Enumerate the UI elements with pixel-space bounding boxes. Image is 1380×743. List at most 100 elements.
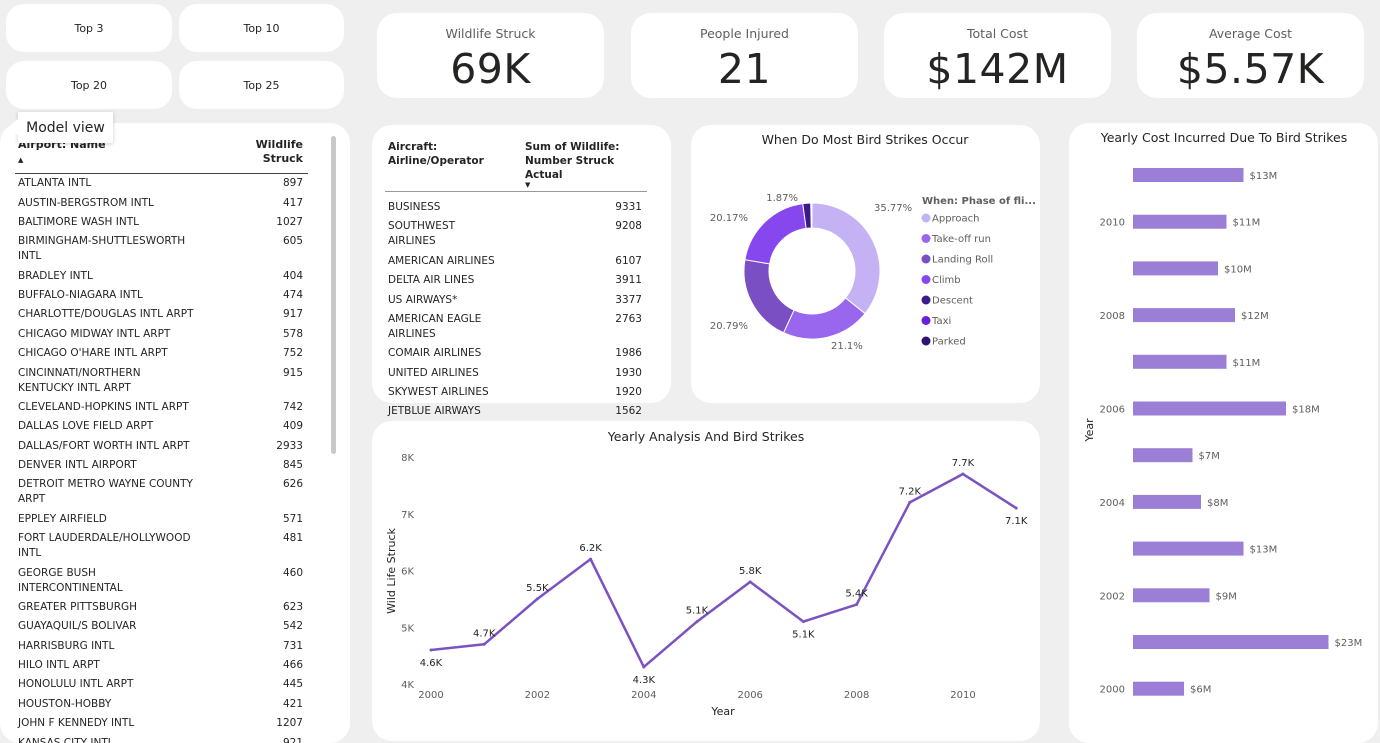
cell-name: AMERICAN AIRLINES [388,254,495,267]
table-row[interactable]: BALTIMORE WASH INTL 1027 [15,213,308,232]
scrollbar[interactable] [331,136,336,454]
table-row[interactable]: AUSTIN-BERGSTROM INTL 417 [15,193,308,212]
table-row[interactable]: KANSAS CITY INTL 921 [15,733,308,743]
table-row[interactable]: SOUTHWEST AIRLINES 9208 [385,217,647,251]
top-10-button[interactable]: Top 10 [179,4,344,52]
table-row[interactable]: BRADLEY INTL 404 [15,267,308,286]
cell-name: HILO INTL ARPT [18,659,100,672]
legend-marker [921,254,931,264]
legend-marker [921,275,931,284]
table-row[interactable]: DELTA AIR LINES 3911 [385,271,647,290]
bar-2007 [1133,354,1227,369]
bar-2006 [1133,401,1286,416]
table-row[interactable]: BIRMINGHAM-SHUTTLESWORTH INTL 605 [15,232,308,266]
table-row[interactable]: ATLANTA INTL 897 [15,174,308,194]
yearly-cost-bar-chart: Yearly Cost Incurred Due To Bird Strikes… [1083,130,1363,696]
cell-value: 1986 [615,347,642,360]
data-label: $11M [1233,218,1261,229]
table-row[interactable]: CHICAGO MIDWAY INTL ARPT 578 [15,325,308,344]
data-label: $23M [1335,638,1363,649]
legend-item: Take-off run [931,234,991,245]
table-row[interactable]: COMAIR AIRLINES 1986 [385,344,647,363]
kpi-average-cost: Average Cost $5.57K [1137,13,1364,98]
table-row[interactable]: HILO INTL ARPT 466 [15,656,308,675]
table-row[interactable]: CHARLOTTE/DOUGLAS INTL ARPT 917 [15,305,308,324]
phase-donut-card: When Do Most Bird Strikes Occur 35.77% 21.… [691,125,1040,403]
column-header-wildlife-sum[interactable]: Sum of Wildlife: Number Struck Actual ▼ [525,140,647,192]
cell-name: AMERICAN EAGLE AIRLINES [388,312,482,340]
table-row[interactable]: US AIRWAYS* 3377 [385,290,647,309]
y-axis-title: Wild Life Struck [385,527,398,613]
kpi-label: Total Cost [967,26,1028,41]
data-label: $13M [1250,545,1278,556]
data-label: 20.17% [710,213,748,224]
cell-value: 731 [282,639,303,652]
yearly-line-chart: Yearly Analysis And Bird Strikes 4K 5K 6K 7K… [385,429,1028,718]
donut-slice-landing-roll [743,259,795,334]
cell-name: SOUTHWEST AIRLINES [388,220,456,248]
top-3-button[interactable]: Top 3 [6,4,172,52]
data-point [482,642,486,646]
data-label: $11M [1233,358,1261,369]
legend-item: Parked [932,337,966,348]
table-row[interactable]: HOUSTON-HOBBY 421 [15,695,308,714]
legend-item: Landing Roll [932,255,993,266]
table-row[interactable]: FORT LAUDERDALE/HOLLYWOOD INTL 481 [15,529,308,563]
cell-name: ATLANTA INTL [18,177,92,190]
cell-name: DETROIT METRO WAYNE COUNTY ARPT [18,478,193,506]
bar-2009 [1133,261,1218,276]
table-row[interactable]: GEORGE BUSH INTERCONTINENTAL 460 [15,563,308,597]
y-tick-label: 2002 [1100,591,1125,602]
x-tick-label: 2002 [525,690,550,701]
legend-title: When: Phase of fli... [922,196,1036,207]
data-label: 5.1K [792,630,815,641]
cell-name: DENVER INTL AIRPORT [18,459,137,472]
table-row[interactable]: BUFFALO-NIAGARA INTL 474 [15,286,308,305]
table-row[interactable]: GUAYAQUIL/S BOLIVAR 542 [15,617,308,636]
top-20-button[interactable]: Top 20 [6,61,172,109]
table-row[interactable]: GREATER PITTSBURGH 623 [15,598,308,617]
column-header-airline[interactable]: Aircraft: Airline/Operator [388,141,484,167]
cell-value: 1562 [615,405,642,418]
cell-name: CLEVELAND-HOPKINS INTL ARPT [18,400,189,413]
data-label: $6M [1190,685,1211,696]
x-tick-label: 2008 [844,690,869,701]
table-row[interactable]: CLEVELAND-HOPKINS INTL ARPT 742 [15,398,308,417]
table-row[interactable]: AMERICAN AIRLINES 6107 [385,252,647,271]
table-row[interactable]: DENVER INTL AIRPORT 845 [15,456,308,475]
table-row[interactable]: DETROIT METRO WAYNE COUNTY ARPT 626 [15,475,308,509]
table-row[interactable]: JETBLUE AIRWAYS 1562 [385,402,647,421]
table-row[interactable]: HONOLULU INTL ARPT 445 [15,675,308,694]
data-label: $8M [1207,498,1228,509]
model-view-tooltip: Model view [8,112,113,143]
data-label: $13M [1250,171,1278,182]
table-row[interactable]: JOHN F KENNEDY INTL 1207 [15,714,308,733]
cell-value: 1920 [615,386,642,398]
column-header-airport-name[interactable]: Airport: Name ▲ [18,138,106,164]
table-row[interactable]: BUSINESS 9331 [385,192,647,218]
table-row[interactable]: CINCINNATI/NORTHERN KENTUCKY INTL ARPT 91… [15,363,308,397]
cell-value: 915 [282,366,303,379]
data-point [748,580,752,584]
data-label: 7.1K [1005,516,1028,527]
column-header-wildlife-struck[interactable]: Wildlife Struck [255,138,303,165]
kpi-total-cost: Total Cost $142M [884,13,1111,98]
cell-value: 542 [282,620,303,633]
top-25-button[interactable]: Top 25 [179,61,344,109]
x-tick-label: 2006 [737,690,762,701]
table-row[interactable]: UNITED AIRLINES 1930 [385,363,647,382]
data-label: 7.2K [899,486,922,497]
cell-name: CHICAGO MIDWAY INTL ARPT [18,327,171,340]
table-row[interactable]: EPPLEY AIRFIELD 571 [15,510,308,529]
cell-value: 460 [282,566,303,579]
table-row[interactable]: DALLAS/FORT WORTH INTL ARPT 2933 [15,437,308,456]
x-axis-title: Year [710,705,735,718]
cell-value: 2933 [276,439,303,452]
table-row[interactable]: DALLAS LOVE FIELD ARPT 409 [15,417,308,436]
cell-name: DALLAS/FORT WORTH INTL ARPT [18,439,190,452]
table-row[interactable]: HARRISBURG INTL 731 [15,637,308,656]
table-row[interactable]: SKYWEST AIRLINES 1920 [385,383,647,402]
table-row[interactable]: AMERICAN EAGLE AIRLINES 2763 [385,310,647,344]
data-label: 35.77% [874,203,912,214]
table-row[interactable]: CHICAGO O'HARE INTL ARPT 752 [15,344,308,363]
